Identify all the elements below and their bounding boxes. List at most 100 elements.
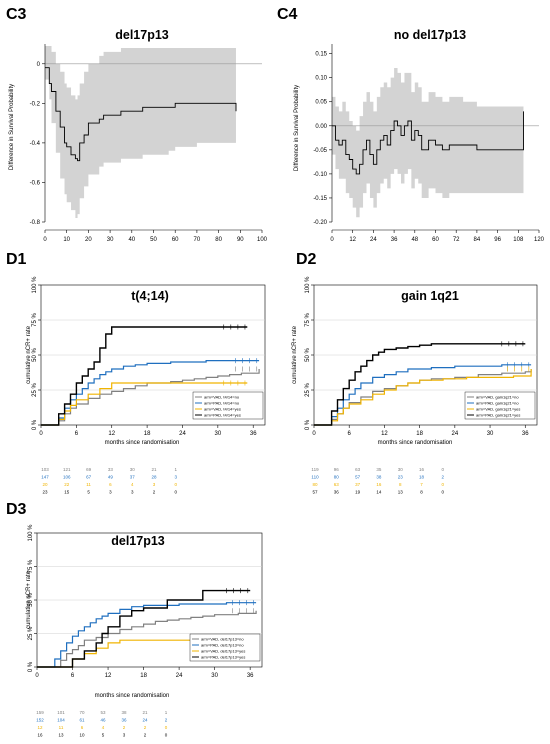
confidence-band [332,48,524,218]
risk-table-cell: 5 [87,490,90,495]
x-tick-label: 40 [128,237,135,243]
risk-table-cell: 13 [398,490,404,495]
y-axis-label: cumulative nCR+ rate [26,570,32,629]
risk-table-cell: 5 [102,733,105,738]
x-tick-label: 72 [453,237,460,243]
x-tick-label: 24 [179,431,186,437]
legend-label: arm=VAD, del17p13=no [201,637,244,642]
risk-table-cell: 119 [311,467,319,472]
chart-title: t(4;14) [131,289,169,303]
panel-label: D3 [6,501,27,518]
risk-table-cell: 11 [59,725,64,730]
y-axis-label: cumulative nCR+ rate [292,325,298,384]
risk-table-cell: 159 [36,710,44,715]
risk-table-cell: 15 [64,490,70,495]
legend-label: arm=PAD, gain1q21=yes [476,413,520,418]
y-tick-label: -0.8 [30,220,41,226]
risk-table-cell: 101 [57,710,65,715]
risk-table-cell: 3 [175,475,178,480]
series-line [41,360,260,426]
x-axis-label: months since randomisation [105,440,180,446]
confidence-band [45,45,236,219]
x-tick-label: 12 [349,237,356,243]
risk-table-cell: 16 [37,733,43,738]
risk-table-cell: 11 [86,482,91,487]
risk-table-cell: 1 [175,467,178,472]
x-tick-label: 18 [140,673,147,679]
risk-table-cell: 37 [130,475,136,480]
x-tick-label: 12 [381,431,388,437]
chart-d2: D2 gain 1q21 cumulative nCR+ rate months… [292,251,538,495]
risk-table-cell: 110 [311,475,319,480]
risk-table-cell: 0 [442,490,445,495]
y-tick-label: -0.6 [30,180,41,186]
series-line [37,602,257,668]
y-tick-label: 75 % [305,313,311,327]
risk-table-cell: 20 [42,482,48,487]
risk-table-cell: 8 [399,482,402,487]
difference-curve [332,111,524,175]
y-tick-label: 100 % [305,276,311,294]
series-line [37,589,251,668]
risk-table-cell: 0 [165,733,168,738]
y-tick-label: -0.4 [30,141,41,147]
legend-label: arm=VAD, del17p13=yes [201,649,245,654]
risk-table-cell: 18 [419,475,425,480]
risk-table-cell: 49 [108,475,114,480]
x-axis-label: months since randomisation [95,693,170,699]
plot-area: 0 %25 %50 %75 %100 %0 6 12 18 24 30 36arm=VAD,… [28,524,263,738]
legend-label: arm=VAD, gain1q21=yes [476,407,520,412]
risk-table-cell: 2 [144,733,147,738]
risk-table-cell: 106 [63,475,71,480]
risk-table-cell: 19 [355,490,361,495]
series-line [41,382,248,426]
y-tick-label: -0.2 [30,101,41,107]
y-tick-label: 0 % [305,419,311,430]
risk-table-cell: 2 [123,725,126,730]
plot-area: 0 -0.2 -0.4 -0.6 -0.8 0 10 20 30 40 50 60 70 80 90 100 [30,44,268,243]
y-tick-label: 100 % [32,276,38,294]
x-tick-label: 0 [43,237,47,243]
y-tick-label: 0 % [32,419,38,430]
risk-table-cell: 33 [108,467,114,472]
risk-table-cell: 21 [142,710,148,715]
legend-label: arm=PAD, t4/14=yes [204,413,241,418]
risk-table-cell: 1 [165,710,168,715]
risk-table-cell: 24 [142,718,148,723]
legend-label: arm=VAD, t4/14=no [204,395,240,400]
legend-label: arm=PAD, t4/14=no [204,401,240,406]
y-tick-label: 25 % [305,383,311,397]
y-tick-label: 25 % [28,626,34,640]
y-tick-label: 25 % [32,383,38,397]
risk-table-cell: 3 [153,482,156,487]
risk-table-cell: 67 [86,475,92,480]
y-axis-label: Difference in Survival Probability [9,84,15,170]
x-tick-label: 60 [432,237,439,243]
risk-table-cell: 4 [131,482,134,487]
risk-table-cell: 23 [42,490,48,495]
chart-title: del17p13 [115,28,169,42]
risk-table-cell: 10 [79,733,85,738]
risk-table-cell: 36 [121,718,127,723]
risk-table-cell: 0 [442,467,445,472]
risk-table-cell: 57 [312,490,318,495]
risk-table-cell: 2 [442,475,445,480]
risk-table-cell: 104 [57,718,65,723]
x-tick-label: 84 [474,237,481,243]
plot-area: 0 %25 %50 %75 %100 %0 6 12 18 24 30 36arm=VAD,… [305,276,538,495]
x-tick-label: 6 [71,673,75,679]
x-tick-label: 30 [214,431,221,437]
x-tick-label: 24 [370,237,377,243]
y-tick-label: 0.00 [315,124,327,130]
risk-table-cell: 0 [442,482,445,487]
risk-table-cell: 38 [121,710,127,715]
risk-table-cell: 21 [151,467,157,472]
x-tick-label: 48 [411,237,418,243]
legend-label: arm=PAD, del17p13=no [201,643,244,648]
y-tick-label: 0.10 [315,76,327,82]
x-tick-label: 12 [108,431,115,437]
x-tick-label: 96 [494,237,501,243]
risk-table-cell: 147 [41,475,49,480]
x-tick-label: 30 [107,237,114,243]
legend-label: arm=VAD, gain1q21=no [476,395,519,400]
